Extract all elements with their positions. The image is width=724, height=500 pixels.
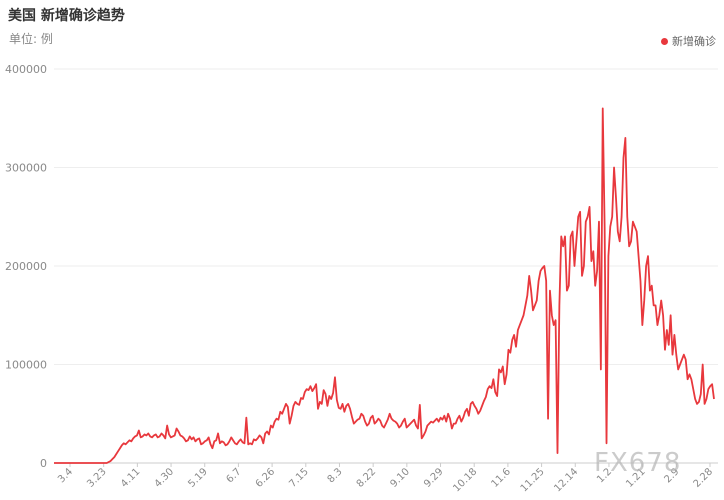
x-tick-label: 3.23	[85, 466, 109, 490]
x-tick-label: 11.6	[489, 466, 513, 490]
x-tick-label: 9.10	[388, 466, 412, 490]
x-tick-label: 3.4	[56, 466, 75, 485]
x-tick-label: 10.18	[451, 466, 479, 494]
x-tick-label: 6.7	[225, 466, 244, 485]
x-tick-label: 8.3	[326, 466, 345, 485]
x-tick-label: 9.29	[422, 466, 446, 490]
x-tick-label: 11.25	[519, 466, 547, 494]
y-tick-label: 300000	[5, 162, 47, 175]
legend-label: 新增确诊	[672, 35, 716, 48]
y-tick-label: 100000	[5, 359, 47, 372]
x-tick-label: 12.14	[552, 466, 580, 494]
x-tick-label: 7.15	[287, 466, 311, 490]
y-tick-label: 0	[40, 457, 47, 470]
grid-lines	[54, 68, 718, 464]
unit-label: 单位: 例	[9, 32, 53, 46]
y-axis: 0 100000 200000 300000 400000	[5, 63, 47, 470]
x-tick-label: 5.19	[186, 466, 210, 490]
x-tick-label: 4.11	[119, 466, 143, 490]
series-line	[54, 107, 715, 464]
x-tick-label: 8.22	[355, 466, 379, 490]
x-tick-label: 6.26	[254, 466, 278, 490]
x-tick-label: 2.28	[692, 466, 716, 490]
legend[interactable]: 新增确诊	[661, 33, 716, 49]
x-tick-label: 4.30	[153, 466, 177, 490]
y-tick-label: 200000	[5, 260, 47, 273]
legend-marker	[661, 37, 668, 45]
y-tick-label: 400000	[5, 63, 47, 76]
chart-title: 美国 新增确诊趋势	[8, 8, 125, 24]
watermark: FX678	[594, 448, 682, 478]
